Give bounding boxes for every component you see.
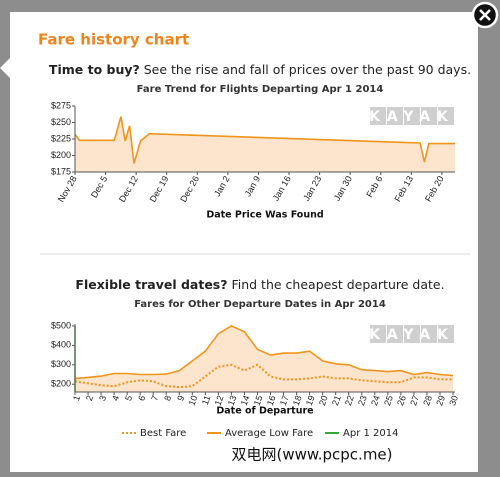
y-tick-label: $175	[51, 166, 71, 176]
watermark-box	[421, 107, 437, 125]
watermark-box	[387, 325, 403, 343]
modal	[10, 12, 478, 472]
x-tick-label: 2	[84, 394, 95, 402]
x-tick-label: 8	[162, 394, 173, 402]
x-tick-label: 29	[434, 394, 447, 407]
heading-text: See the rise and fall of prices over the…	[140, 62, 471, 77]
x-tick-label: 5	[123, 394, 134, 402]
x-tick-label: 23	[356, 394, 369, 407]
watermark-box	[421, 325, 437, 343]
y-tick-label: $300	[51, 359, 71, 369]
x-tick-label: 6	[136, 394, 147, 402]
watermark-box	[404, 325, 420, 343]
chart-title: Fares for Other Departure Dates in Apr 2…	[134, 299, 386, 310]
x-tick-label: 14	[239, 394, 252, 407]
y-tick-label: $200	[51, 150, 71, 160]
line	[74, 324, 454, 380]
x-tick-label: 28	[421, 394, 434, 407]
x-axis-label: Date Price Was Found	[206, 210, 323, 221]
chart-title: Fare Trend for Flights Departing Apr 1 2…	[137, 84, 384, 95]
watermark-box	[387, 107, 403, 125]
x-tick-label: 15	[252, 394, 265, 407]
x-tick-label: 7	[149, 394, 160, 402]
close-button[interactable]	[471, 1, 499, 29]
x-tick-label: 21	[330, 394, 343, 407]
y-tick-label: $275	[51, 100, 71, 110]
x-tick-label: 25	[382, 394, 395, 407]
watermark-box	[404, 107, 420, 125]
x-tick-label: 27	[408, 394, 421, 407]
x-tick-label: 1	[71, 394, 82, 402]
x-tick-label: 4	[110, 394, 121, 402]
section-heading: Time to buy? See the rise and fall of pr…	[49, 62, 471, 77]
x-tick-label: 3	[97, 394, 108, 402]
x-tick-label: 26	[395, 394, 408, 407]
watermark: KAYAK	[369, 327, 455, 343]
modal-notch	[0, 58, 10, 78]
y-tick-label: $250	[51, 117, 71, 127]
heading-bold: Flexible travel dates?	[75, 277, 227, 292]
legend-label: Average Low Fare	[225, 428, 313, 439]
section-heading: Flexible travel dates? Find the cheapest…	[75, 277, 444, 292]
y-tick-label: $225	[51, 133, 71, 143]
heading-bold: Time to buy?	[49, 62, 140, 77]
x-tick-label: 16	[265, 394, 278, 407]
area	[75, 116, 455, 172]
modal-title: Fare history chart	[38, 31, 189, 49]
watermark-box	[370, 107, 386, 125]
x-tick-label: 17	[278, 394, 291, 407]
y-tick-label: $400	[51, 340, 71, 350]
area	[75, 325, 453, 392]
x-tick-label: 11	[200, 394, 213, 406]
y-tick-label: $200	[51, 379, 71, 389]
watermark-box	[370, 325, 386, 343]
line	[74, 363, 453, 389]
x-tick-label: 10	[187, 394, 200, 407]
x-tick-label: 18	[291, 394, 304, 407]
watermark-box	[438, 325, 454, 343]
footer-watermark: 双电网(www.pcpc.me)	[231, 446, 392, 464]
y-tick-label: $500	[51, 320, 71, 330]
x-tick-label: 19	[304, 394, 317, 407]
legend-label: Best Fare	[140, 428, 186, 439]
x-tick-label: 24	[369, 394, 382, 407]
x-tick-label: 12	[213, 394, 226, 407]
x-tick-label: 9	[175, 394, 186, 402]
x-tick-label: 30	[447, 394, 460, 407]
x-tick-label: 13	[226, 394, 239, 407]
x-axis-label: Date of Departure	[216, 406, 313, 417]
watermark-box	[438, 107, 454, 125]
watermark: KAYAK	[369, 109, 455, 125]
line	[74, 116, 455, 164]
x-tick-label: 20	[317, 394, 330, 407]
x-tick-label: 22	[343, 394, 356, 407]
legend-label: Apr 1 2014	[343, 428, 398, 439]
heading-text: Find the cheapest departure date.	[228, 277, 445, 292]
